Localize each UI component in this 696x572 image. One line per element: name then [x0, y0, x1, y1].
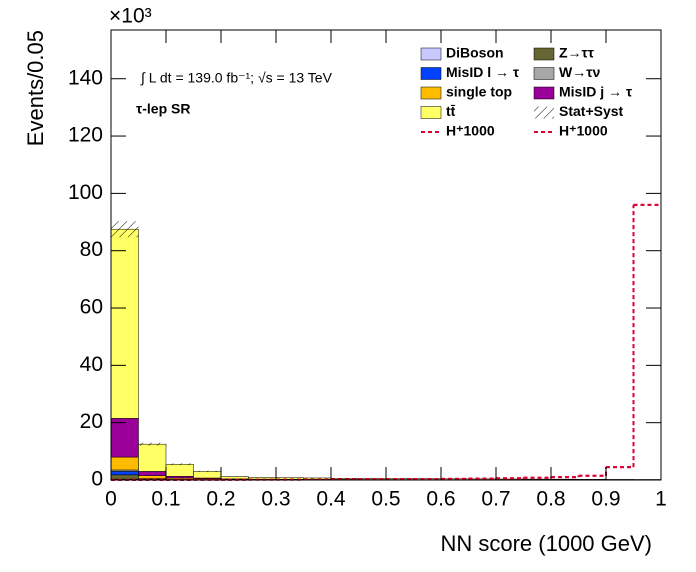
y-exponent: ×10³	[109, 5, 152, 28]
legend-label: Stat+Syst	[559, 103, 624, 119]
legend-swatch	[420, 86, 442, 100]
legend-label: DiBoson	[446, 45, 504, 61]
x-tick-label: 0.6	[426, 488, 455, 511]
legend-swatch	[534, 106, 554, 119]
x-tick-label: 0.3	[261, 488, 290, 511]
bar-segment	[165, 476, 194, 479]
x-tick-label: 0.5	[371, 488, 400, 511]
bar-segment	[110, 456, 139, 471]
y-tick-label: 140	[68, 66, 103, 89]
legend-swatch	[420, 106, 442, 119]
x-tick-label: 0.1	[151, 488, 180, 511]
x-tick-label: 0.9	[591, 488, 620, 511]
bar-segment	[165, 463, 194, 477]
legend-swatch	[533, 67, 555, 80]
legend-label: Z→ττ	[559, 45, 595, 61]
uncertainty-band	[193, 470, 221, 472]
x-tick-label: 0	[105, 488, 117, 511]
y-tick-label: 80	[80, 238, 103, 261]
legend-label: MisID l → τ	[446, 64, 520, 80]
annotation: τ-lep SR	[136, 101, 190, 117]
y-tick-label: 0	[91, 468, 103, 491]
bar-segment	[110, 471, 139, 476]
uncertainty-band	[221, 476, 249, 477]
legend-label: H⁺1000	[559, 123, 608, 139]
bar-segment	[110, 418, 139, 458]
x-axis-label: NN score (1000 GeV)	[440, 531, 652, 556]
legend-label: tt̄	[446, 103, 456, 119]
uncertainty-band	[111, 221, 139, 238]
legend-swatch	[533, 86, 555, 100]
bar-segment	[138, 443, 167, 472]
uncertainty-band	[138, 442, 166, 446]
y-tick-label: 40	[80, 353, 103, 376]
bar-segment	[220, 476, 249, 480]
y-tick-label: 20	[80, 410, 103, 433]
legend-swatch	[533, 47, 555, 61]
legend-swatch	[420, 47, 442, 61]
bar-segment	[138, 471, 167, 476]
y-tick-label: 120	[68, 124, 103, 147]
legend-label: H⁺1000	[446, 123, 495, 139]
x-tick-label: 1	[655, 488, 667, 511]
annotation: ∫ L dt = 139.0 fb⁻¹; √s = 13 TeV	[140, 70, 333, 86]
y-tick-label: 60	[80, 296, 103, 319]
bar-segment	[110, 474, 139, 480]
y-tick-label: 100	[68, 181, 103, 204]
legend-label: W→τν	[559, 64, 600, 80]
legend-label: single top	[446, 84, 512, 100]
legend-label: MisID j → τ	[559, 84, 633, 100]
bar-segment	[193, 471, 222, 479]
x-tick-label: 0.8	[536, 488, 565, 511]
legend-swatch	[420, 67, 442, 80]
y-axis-label: Events/0.05	[23, 30, 48, 146]
bar-segment	[110, 228, 139, 419]
bar-segment	[138, 475, 167, 479]
x-tick-label: 0.7	[481, 488, 510, 511]
x-tick-label: 0.2	[206, 488, 235, 511]
uncertainty-band	[166, 463, 194, 466]
x-tick-label: 0.4	[316, 488, 346, 511]
